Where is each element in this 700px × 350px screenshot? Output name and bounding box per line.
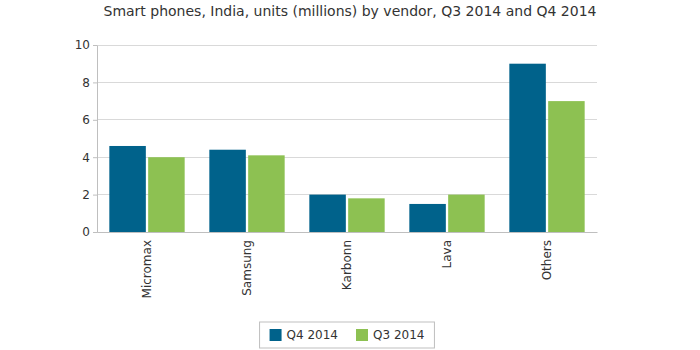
legend-item: Q4 2014 xyxy=(270,328,338,342)
y-tick-mark xyxy=(93,232,97,233)
y-tick: 8 xyxy=(82,76,97,90)
y-tick: 10 xyxy=(75,38,97,52)
legend: Q4 2014 Q3 2014 xyxy=(260,322,435,348)
x-tick-label: Others xyxy=(540,240,554,280)
bar xyxy=(448,195,485,232)
y-tick-label: 2 xyxy=(82,188,90,202)
y-tick-label: 10 xyxy=(75,38,90,52)
bar xyxy=(309,195,346,232)
y-tick-mark xyxy=(93,82,97,83)
x-tick: Others xyxy=(540,240,554,280)
chart: Smart phones, India, units (millions) by… xyxy=(0,0,700,350)
x-tick-label: Lava xyxy=(440,240,454,269)
x-tick: Samsung xyxy=(240,240,254,296)
bar-series xyxy=(148,101,585,232)
x-tick-label: Micromax xyxy=(140,240,154,298)
y-tick-mark xyxy=(93,157,97,158)
bar xyxy=(148,157,185,232)
bar xyxy=(209,150,246,232)
bar xyxy=(109,146,146,232)
grid xyxy=(97,45,597,232)
x-tick: Karbonn xyxy=(340,240,354,290)
bar xyxy=(548,101,585,232)
y-tick-mark xyxy=(93,45,97,46)
y-axis: 0 2 4 6 8 10 xyxy=(75,38,98,239)
legend-label: Q4 2014 xyxy=(287,328,338,342)
y-tick: 0 xyxy=(82,225,97,239)
bars xyxy=(109,64,584,232)
y-axis-line xyxy=(97,46,98,233)
y-tick-mark xyxy=(93,120,97,121)
grid-line xyxy=(97,45,597,46)
x-tick: Micromax xyxy=(140,240,154,298)
legend-label: Q3 2014 xyxy=(373,328,424,342)
title: Smart phones, India, units (millions) by… xyxy=(104,3,597,19)
bar xyxy=(409,204,446,232)
x-tick: Lava xyxy=(440,240,454,269)
x-tick-label: Samsung xyxy=(240,240,254,296)
bar xyxy=(248,155,285,232)
bar xyxy=(348,198,385,232)
x-tick-label: Karbonn xyxy=(340,240,354,290)
y-tick: 4 xyxy=(82,151,97,165)
legend-item: Q3 2014 xyxy=(356,328,424,342)
legend-swatch xyxy=(270,329,282,341)
y-tick-label: 8 xyxy=(82,76,90,90)
x-axis-line xyxy=(98,232,598,233)
y-tick-mark xyxy=(93,195,97,196)
plot-area: 0 2 4 6 8 10 Micromax Samsung Karbonn Lava Others xyxy=(75,38,598,298)
y-tick: 2 xyxy=(82,188,97,202)
legend-box xyxy=(260,322,435,348)
x-axis: Micromax Samsung Karbonn Lava Others xyxy=(98,233,598,299)
bar-series xyxy=(109,64,546,232)
y-tick-label: 6 xyxy=(82,113,90,127)
y-tick-label: 0 xyxy=(82,225,90,239)
legend-swatch xyxy=(356,329,368,341)
y-tick-label: 4 xyxy=(82,151,90,165)
y-tick: 6 xyxy=(82,113,97,127)
bar xyxy=(509,64,546,232)
